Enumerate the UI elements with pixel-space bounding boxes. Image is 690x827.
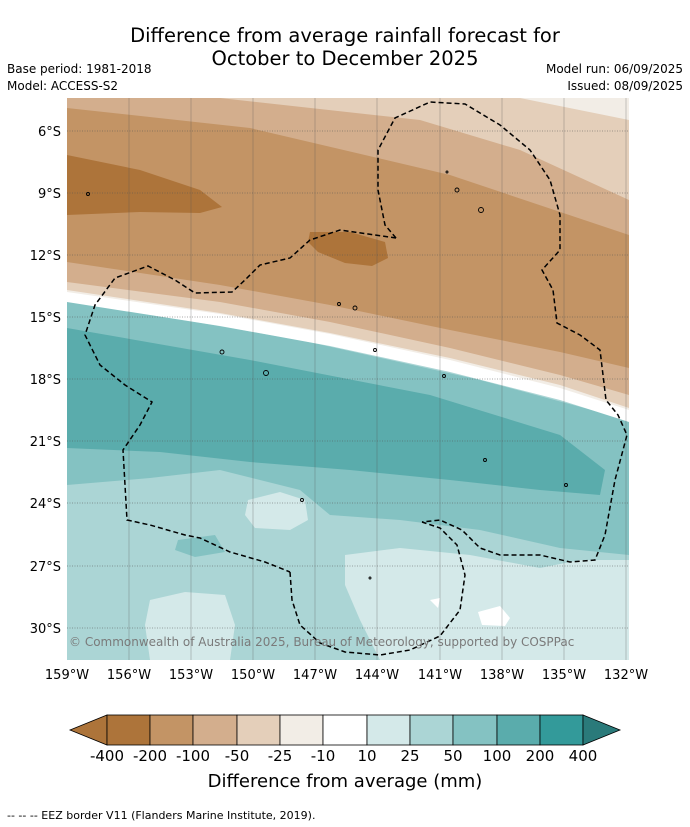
lon-labels: 159°W 156°W 153°W 150°W 147°W 144°W 141°… — [45, 668, 648, 683]
lat-label: 27°S — [30, 560, 61, 575]
colorbar-segment — [322, 714, 368, 746]
lon-label: 135°W — [542, 668, 586, 683]
colorbar-tick: -10 — [311, 747, 336, 765]
colorbar-segment — [106, 714, 151, 746]
neutral-band — [67, 292, 629, 422]
colorbar-ticks: -400 -200 -100 -50 -25 -10 10 25 50 100 … — [90, 747, 597, 765]
dry-400-central — [308, 232, 388, 266]
colorbar-segment — [192, 714, 238, 746]
lon-label: 132°W — [604, 668, 648, 683]
model-run: Model run: 06/09/2025 — [545, 62, 683, 76]
colorbar-title: Difference from average (mm) — [207, 771, 483, 792]
colorbar: -400 -200 -100 -50 -25 -10 10 25 50 100 … — [68, 714, 622, 765]
lon-label: 159°W — [45, 668, 89, 683]
dry-400-west — [67, 155, 222, 215]
lat-label: 6°S — [38, 125, 61, 140]
colorbar-tick: -100 — [176, 747, 210, 765]
title-line-1: Difference from average rainfall forecas… — [130, 24, 560, 47]
wet-25-patch-sw — [145, 592, 235, 660]
issued-date: Issued: 08/09/2025 — [567, 79, 683, 93]
colorbar-tick: 50 — [443, 747, 462, 765]
eez-borders — [84, 101, 628, 656]
colorbar-tick: 400 — [569, 747, 598, 765]
lat-label: 12°S — [30, 249, 61, 264]
wet-100-patch — [175, 535, 225, 557]
graticule — [67, 98, 629, 660]
colorbar-arrow-wet — [582, 714, 622, 746]
lat-label: 15°S — [30, 311, 61, 326]
eez-footnote: -- -- -- EEZ border V11 (Flanders Marine… — [7, 809, 316, 822]
meta-left: Base period: 1981-2018 Model: ACCESS-S2 — [7, 61, 152, 95]
colorbar-segment — [539, 714, 584, 746]
model-name: Model: ACCESS-S2 — [7, 79, 119, 93]
colorbar-tick: 10 — [357, 747, 376, 765]
colorbar-segment — [149, 714, 194, 746]
colorbar-segment — [366, 714, 411, 746]
colorbar-segment — [279, 714, 324, 746]
colorbar-tick: 25 — [400, 747, 419, 765]
colorbar-arrow-dry — [68, 714, 108, 746]
colorbar-segment — [452, 714, 498, 746]
colorbar-segment — [409, 714, 454, 746]
wet-25-patch-center — [245, 492, 308, 530]
neutral-patch-small — [430, 598, 440, 608]
lon-label: 150°W — [231, 668, 275, 683]
colorbar-tick: -50 — [225, 747, 250, 765]
map-title: Difference from average rainfall forecas… — [0, 24, 690, 70]
colorbar-tick: -25 — [268, 747, 293, 765]
lat-labels: 6°S 9°S 12°S 15°S 18°S 21°S 24°S 27°S 30… — [30, 125, 61, 637]
wet-25-patch-se — [345, 548, 629, 660]
islands — [86, 170, 568, 580]
lon-label: 141°W — [418, 668, 462, 683]
title-line-2: October to December 2025 — [211, 47, 479, 70]
lat-label: 18°S — [30, 373, 61, 388]
lon-label: 156°W — [107, 668, 151, 683]
colorbar-tick: -200 — [133, 747, 167, 765]
colorbar-tick: -400 — [90, 747, 124, 765]
lon-label: 144°W — [355, 668, 399, 683]
colorbar-segments — [68, 714, 622, 746]
colorbar-tick: 200 — [526, 747, 555, 765]
colorbar-segment — [496, 714, 541, 746]
lon-label: 138°W — [480, 668, 524, 683]
lon-label: 153°W — [169, 668, 213, 683]
colorbar-segment — [236, 714, 281, 746]
copyright-notice: © Commonwealth of Australia 2025, Bureau… — [69, 635, 575, 649]
colorbar-tick: 100 — [483, 747, 512, 765]
lat-label: 9°S — [38, 187, 61, 202]
base-period: Base period: 1981-2018 — [7, 62, 152, 76]
lat-label: 24°S — [30, 497, 61, 512]
wet-200-region — [67, 328, 605, 495]
rainfall-map: 6°S 9°S 12°S 15°S 18°S 21°S 24°S 27°S 30… — [30, 98, 648, 683]
lat-label: 21°S — [30, 435, 61, 450]
meta-right: Model run: 06/09/2025 Issued: 08/09/2025 — [546, 61, 683, 95]
lat-label: 30°S — [30, 622, 61, 637]
lon-label: 147°W — [293, 668, 337, 683]
